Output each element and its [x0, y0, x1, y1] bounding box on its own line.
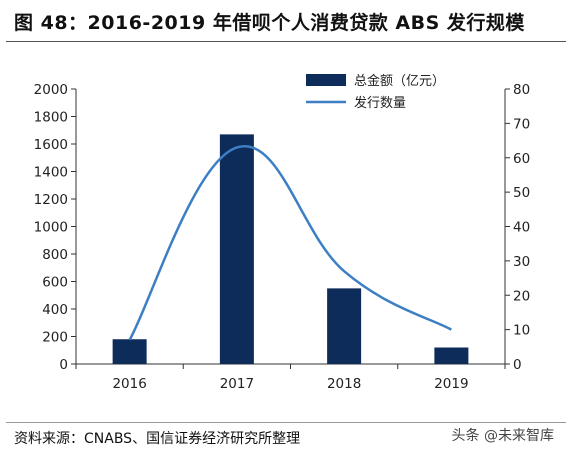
left-tick-label: 600	[42, 275, 68, 291]
bar	[112, 339, 147, 364]
x-tick-label: 2016	[112, 376, 146, 392]
left-tick-label: 0	[59, 357, 68, 373]
legend-label-line: 发行数量	[354, 95, 406, 111]
left-tick-label: 1600	[34, 137, 68, 153]
left-tick-label: 400	[42, 302, 68, 318]
left-tick-label: 2000	[34, 82, 68, 98]
left-tick-label: 200	[42, 330, 68, 346]
line-series	[128, 144, 452, 341]
right-tick-label: 50	[513, 185, 530, 201]
watermark: 头条 @未来智库	[451, 428, 554, 444]
source-note: 资料来源：CNABS、国信证券经济研究所整理	[14, 431, 301, 447]
bar	[219, 134, 254, 364]
right-tick-label: 70	[513, 116, 530, 132]
right-tick-label: 30	[513, 254, 530, 270]
right-tick-label: 20	[513, 288, 530, 304]
left-tick-label: 1200	[34, 192, 68, 208]
x-tick-label: 2019	[434, 376, 468, 392]
right-tick-label: 0	[513, 357, 522, 373]
chart-title: 图 48：2016-2019 年借呗个人消费贷款 ABS 发行规模	[14, 12, 525, 34]
right-tick-label: 80	[513, 82, 530, 98]
x-tick-label: 2017	[220, 376, 254, 392]
right-tick-label: 60	[513, 151, 530, 167]
right-tick-label: 10	[513, 323, 530, 339]
bar-series	[112, 134, 469, 364]
legend: 总金额（亿元） 发行数量	[306, 73, 445, 111]
bar	[434, 347, 469, 364]
left-tick-label: 1400	[34, 165, 68, 181]
right-tick-label: 40	[513, 220, 530, 236]
title-divider	[6, 41, 566, 42]
left-tick-label: 1000	[34, 220, 68, 236]
source-divider	[6, 422, 566, 423]
bar	[327, 288, 362, 364]
left-tick-label: 800	[42, 247, 68, 263]
x-tick-label: 2018	[327, 376, 361, 392]
chart-axes: 0 200 400 600 800 1000 1200 1400 1600 1800 2000 0 10…	[34, 82, 531, 392]
left-tick-label: 1800	[34, 110, 68, 126]
line-series-path	[128, 144, 452, 341]
legend-bar-swatch	[306, 74, 346, 86]
legend-label-bar: 总金额（亿元）	[354, 73, 445, 89]
